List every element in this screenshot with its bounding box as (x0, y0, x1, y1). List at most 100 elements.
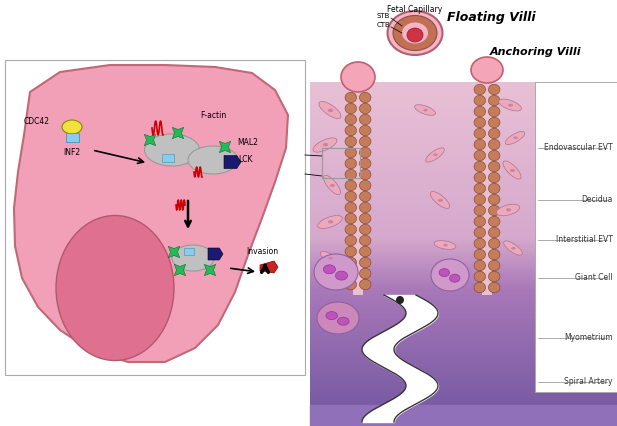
Bar (310, 228, 617, 230)
Bar (184, 248, 194, 255)
Bar (310, 166, 617, 168)
Bar (310, 352, 617, 354)
Bar (310, 249, 617, 250)
Bar (310, 313, 617, 314)
Bar (162, 154, 174, 162)
Bar (310, 409, 617, 411)
Bar (310, 278, 617, 280)
Bar (310, 397, 617, 398)
Ellipse shape (489, 227, 500, 238)
Bar (310, 361, 617, 363)
Bar (310, 230, 617, 232)
Bar (310, 219, 617, 222)
Ellipse shape (489, 172, 500, 183)
Bar (310, 257, 617, 259)
Bar (310, 359, 617, 361)
Bar (310, 202, 617, 204)
Bar (310, 287, 617, 288)
Polygon shape (503, 241, 523, 255)
Text: CDC42: CDC42 (24, 118, 50, 127)
Bar (310, 222, 617, 223)
Bar (310, 340, 617, 342)
Ellipse shape (489, 183, 500, 194)
Bar (310, 388, 617, 390)
Ellipse shape (345, 235, 357, 246)
Bar (353, 92, 363, 295)
Bar (310, 135, 617, 137)
Bar (310, 223, 617, 225)
Ellipse shape (144, 134, 199, 166)
Bar (310, 299, 617, 300)
Bar (310, 123, 617, 125)
Ellipse shape (402, 23, 428, 43)
Bar (310, 214, 617, 216)
Bar (310, 171, 617, 173)
Bar (310, 407, 617, 409)
Bar (310, 182, 617, 184)
Ellipse shape (474, 271, 486, 282)
Ellipse shape (323, 265, 336, 274)
Polygon shape (172, 127, 184, 138)
Ellipse shape (328, 257, 333, 259)
Ellipse shape (489, 95, 500, 106)
Bar (310, 271, 617, 273)
Ellipse shape (62, 120, 82, 134)
Bar (310, 386, 617, 388)
Polygon shape (224, 155, 241, 169)
Ellipse shape (489, 271, 500, 282)
Polygon shape (175, 265, 186, 276)
Ellipse shape (330, 184, 335, 187)
Bar (310, 390, 617, 391)
Polygon shape (313, 138, 337, 152)
Bar (310, 132, 617, 134)
Bar (310, 424, 617, 426)
Bar (310, 209, 617, 211)
Ellipse shape (360, 257, 371, 268)
Ellipse shape (345, 180, 357, 191)
Bar (310, 147, 617, 149)
Bar (310, 139, 617, 141)
Bar (310, 91, 617, 92)
Ellipse shape (360, 268, 371, 279)
Bar (310, 116, 617, 118)
Bar (310, 347, 617, 348)
Bar (482, 84, 492, 295)
Bar (310, 187, 617, 189)
Ellipse shape (433, 153, 437, 156)
Ellipse shape (510, 169, 515, 172)
Bar (310, 113, 617, 115)
Polygon shape (496, 204, 520, 216)
Polygon shape (260, 261, 278, 273)
Bar (310, 175, 617, 177)
Polygon shape (434, 241, 456, 249)
Ellipse shape (474, 282, 486, 293)
Bar (310, 141, 617, 142)
Ellipse shape (474, 150, 486, 161)
Bar (310, 156, 617, 158)
Bar (310, 309, 617, 311)
Bar (310, 264, 617, 266)
Bar (310, 109, 617, 111)
Bar (310, 218, 617, 219)
Bar (310, 245, 617, 247)
Bar (310, 402, 617, 404)
Bar (310, 213, 617, 214)
Ellipse shape (345, 246, 357, 257)
Ellipse shape (360, 180, 371, 191)
Bar (310, 206, 617, 207)
Bar (310, 192, 617, 194)
Ellipse shape (489, 260, 500, 271)
Bar (310, 350, 617, 352)
Bar (310, 357, 617, 359)
Ellipse shape (407, 28, 423, 42)
Bar (310, 328, 617, 330)
Polygon shape (415, 105, 436, 115)
Ellipse shape (489, 205, 500, 216)
Bar (310, 106, 617, 108)
Ellipse shape (328, 220, 333, 223)
Ellipse shape (360, 224, 371, 235)
Ellipse shape (360, 92, 371, 103)
Bar (310, 125, 617, 127)
Bar (310, 302, 617, 304)
Ellipse shape (474, 117, 486, 128)
